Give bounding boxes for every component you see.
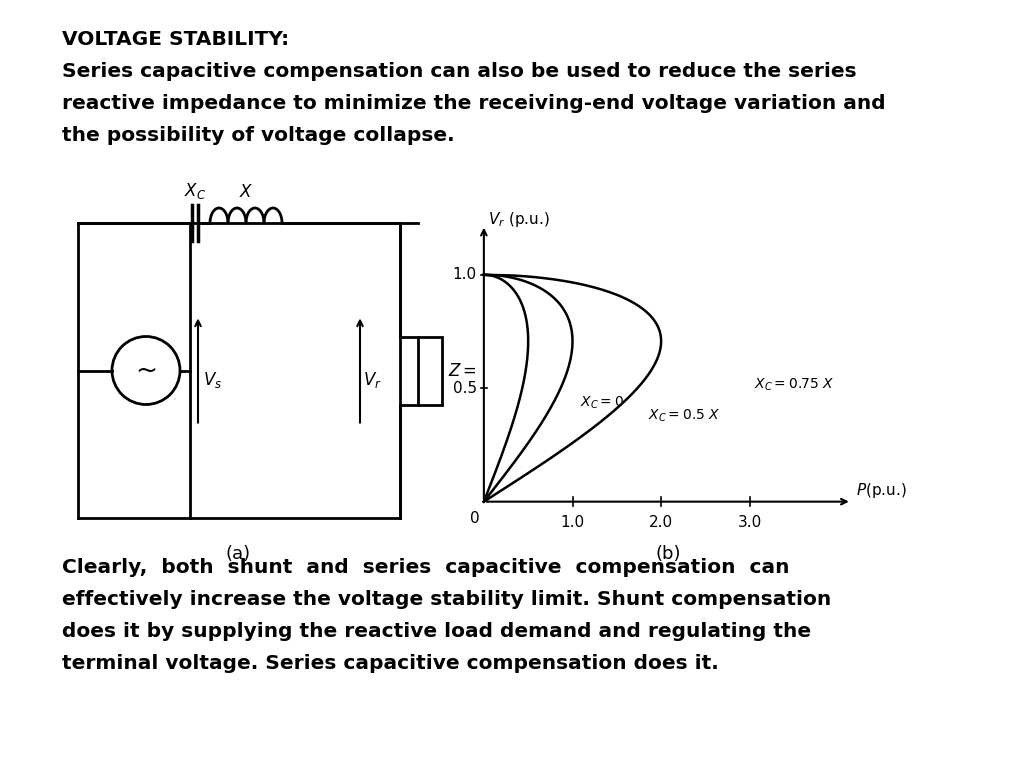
Text: 1.0: 1.0 — [453, 267, 477, 282]
Text: reactive impedance to minimize the receiving-end voltage variation and: reactive impedance to minimize the recei… — [62, 94, 886, 113]
Text: $V_r$: $V_r$ — [362, 370, 382, 390]
Text: $X_C$: $X_C$ — [184, 181, 206, 201]
Text: 0: 0 — [470, 511, 479, 526]
Text: $X$: $X$ — [239, 183, 253, 201]
Text: terminal voltage. Series capacitive compensation does it.: terminal voltage. Series capacitive comp… — [62, 654, 719, 673]
Text: $V_r$ (p.u.): $V_r$ (p.u.) — [488, 210, 550, 230]
Text: (a): (a) — [225, 545, 251, 563]
Text: does it by supplying the reactive load demand and regulating the: does it by supplying the reactive load d… — [62, 622, 811, 641]
Text: VOLTAGE STABILITY:: VOLTAGE STABILITY: — [62, 30, 289, 49]
Text: the possibility of voltage collapse.: the possibility of voltage collapse. — [62, 126, 455, 145]
Text: $X_C = 0.5\ X$: $X_C = 0.5\ X$ — [648, 408, 721, 425]
Text: effectively increase the voltage stability limit. Shunt compensation: effectively increase the voltage stabili… — [62, 590, 831, 609]
Text: Clearly,  both  shunt  and  series  capacitive  compensation  can: Clearly, both shunt and series capacitiv… — [62, 558, 790, 577]
Text: (b): (b) — [655, 545, 681, 563]
Text: 1.0: 1.0 — [560, 515, 585, 530]
Text: Series capacitive compensation can also be used to reduce the series: Series capacitive compensation can also … — [62, 62, 857, 81]
Text: ~: ~ — [135, 357, 157, 383]
Text: 2.0: 2.0 — [649, 515, 673, 530]
Text: 3.0: 3.0 — [737, 515, 762, 530]
Text: $X_C = 0$: $X_C = 0$ — [580, 394, 624, 411]
Text: $X_C = 0.75\ X$: $X_C = 0.75\ X$ — [755, 376, 835, 392]
Text: $V_s$: $V_s$ — [203, 370, 222, 390]
Text: $Z = R$: $Z = R$ — [449, 362, 493, 379]
Text: 0.5: 0.5 — [453, 381, 477, 396]
Bar — [418, 336, 442, 405]
Text: $P$(p.u.): $P$(p.u.) — [856, 481, 907, 500]
